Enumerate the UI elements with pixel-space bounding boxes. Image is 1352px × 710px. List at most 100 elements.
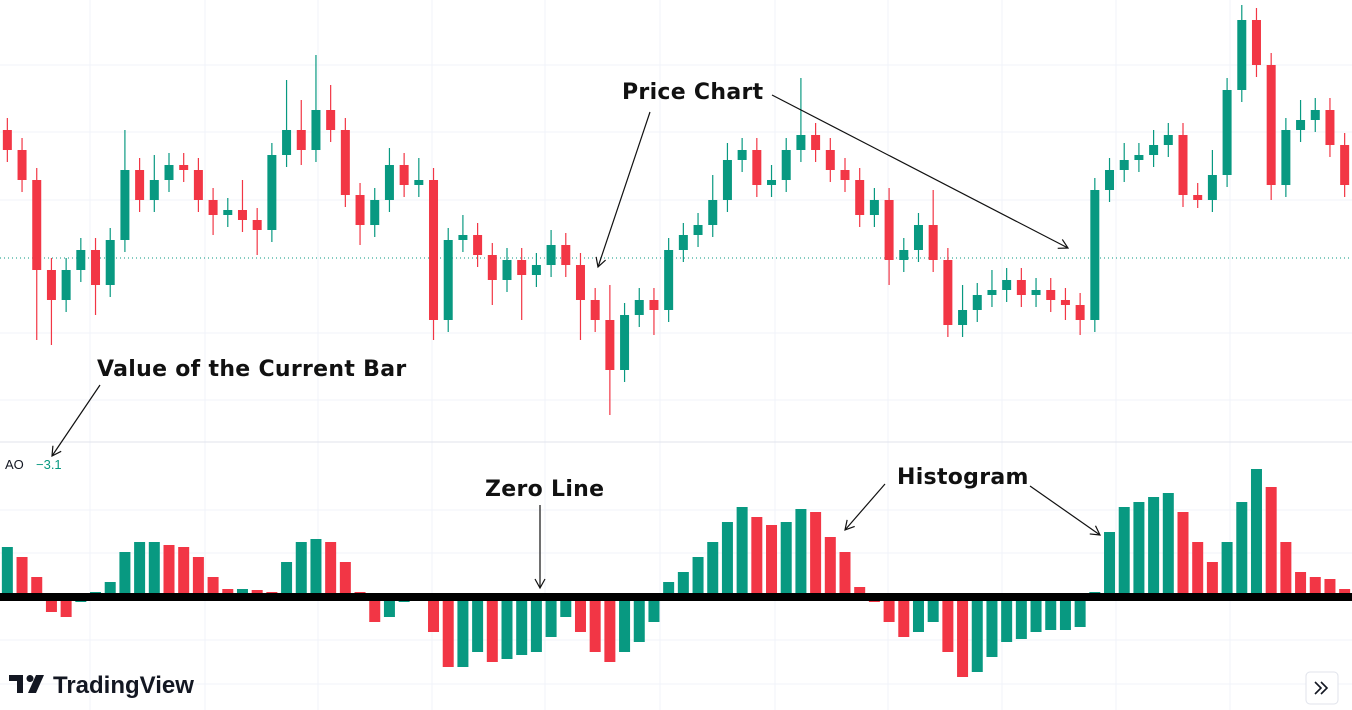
candle-body: [605, 320, 615, 370]
histogram-bar: [16, 557, 28, 597]
candle-body: [811, 135, 821, 150]
histogram-bar: [442, 597, 454, 667]
histogram-bar: [1206, 562, 1218, 597]
histogram-bar: [589, 597, 601, 652]
candle-body: [1310, 110, 1320, 120]
histogram-bar: [1074, 597, 1086, 627]
candle-body: [473, 235, 483, 255]
histogram-bar: [486, 597, 498, 662]
candle-body: [517, 260, 527, 275]
candle-body: [1002, 280, 1012, 290]
histogram-bar: [1250, 469, 1262, 597]
histogram-bar: [1177, 512, 1189, 597]
histogram-bar: [383, 597, 395, 617]
brand-name: TradingView: [53, 672, 194, 699]
histogram-bar: [912, 597, 924, 632]
histogram-bar: [501, 597, 513, 659]
candle-body: [1266, 65, 1276, 185]
candle-body: [575, 265, 585, 300]
candle-body: [693, 225, 703, 235]
candle-body: [193, 170, 203, 200]
candle-body: [1105, 170, 1115, 190]
scroll-button[interactable]: [1305, 671, 1339, 705]
histogram-bar: [1265, 487, 1277, 597]
annotation: Price Chart: [622, 80, 764, 105]
histogram-bar: [633, 597, 645, 642]
candle-body: [1193, 195, 1203, 200]
histogram-bar: [207, 577, 219, 597]
candle-body: [561, 245, 571, 265]
histogram-bar: [839, 552, 851, 597]
histogram-bar: [780, 522, 792, 597]
candle-body: [399, 165, 409, 185]
histogram-bar: [795, 509, 807, 597]
candle-body: [855, 180, 865, 215]
arrow: [595, 111, 651, 269]
histogram-bar: [545, 597, 557, 637]
candle-body: [1340, 145, 1350, 185]
candle-body: [267, 155, 277, 230]
histogram-bar: [104, 582, 116, 597]
candle-body: [590, 300, 600, 320]
candle-body: [105, 240, 115, 285]
candle-body: [722, 160, 732, 200]
candle-body: [179, 165, 189, 170]
candle-body: [370, 200, 380, 225]
histogram-bar: [854, 587, 866, 597]
candle-body: [120, 170, 130, 240]
candle-body: [237, 210, 247, 220]
histogram-bar: [707, 542, 719, 597]
histogram-bar: [560, 597, 572, 617]
indicator-value: −3.1: [36, 457, 62, 472]
histogram-bar: [295, 542, 307, 597]
candle-body: [869, 200, 879, 215]
histogram-bar: [163, 545, 175, 597]
candle-body: [1016, 280, 1026, 295]
histogram-bar: [178, 547, 190, 597]
histogram-bar: [31, 577, 43, 597]
candle-body: [781, 150, 791, 180]
annotation: Value of the Current Bar: [97, 357, 407, 382]
candle-body: [458, 235, 468, 240]
histogram-bar: [148, 542, 160, 597]
histogram-bar: [310, 539, 322, 597]
candle-body: [311, 110, 321, 150]
candle-body: [1325, 110, 1335, 145]
histogram-bar: [119, 552, 131, 597]
candle-body: [326, 110, 336, 130]
candle-body: [958, 310, 968, 325]
candle-body: [1178, 135, 1188, 195]
histogram-bar: [1309, 577, 1321, 597]
candle-body: [1090, 190, 1100, 320]
histogram-bar: [1045, 597, 1057, 630]
candle-body: [737, 150, 747, 160]
arrow: [771, 94, 1070, 249]
candle-body: [752, 150, 762, 185]
histogram-bar: [1001, 597, 1013, 642]
histogram-bar: [1192, 542, 1204, 597]
candle-body: [1134, 155, 1144, 160]
candle-body: [678, 235, 688, 250]
histogram-bar: [721, 522, 733, 597]
candle-body: [17, 150, 27, 180]
candle-body: [1119, 160, 1129, 170]
candle-body: [943, 260, 953, 325]
histogram-bar: [766, 525, 778, 597]
candle-body: [1060, 300, 1070, 305]
histogram-bar: [692, 557, 704, 597]
candle-body: [884, 200, 894, 260]
candle-body: [355, 195, 365, 225]
candle-body: [913, 225, 923, 250]
histogram-bar: [1104, 532, 1116, 597]
candle-body: [840, 170, 850, 180]
histogram-bar: [648, 597, 660, 622]
candle-body: [928, 225, 938, 260]
histogram-bar: [1015, 597, 1027, 639]
histogram-bar: [192, 557, 204, 597]
histogram-bar: [339, 562, 351, 597]
candle-body: [531, 265, 541, 275]
candles: [2, 5, 1350, 415]
histogram-bar: [457, 597, 469, 667]
histogram-bar: [369, 597, 381, 622]
